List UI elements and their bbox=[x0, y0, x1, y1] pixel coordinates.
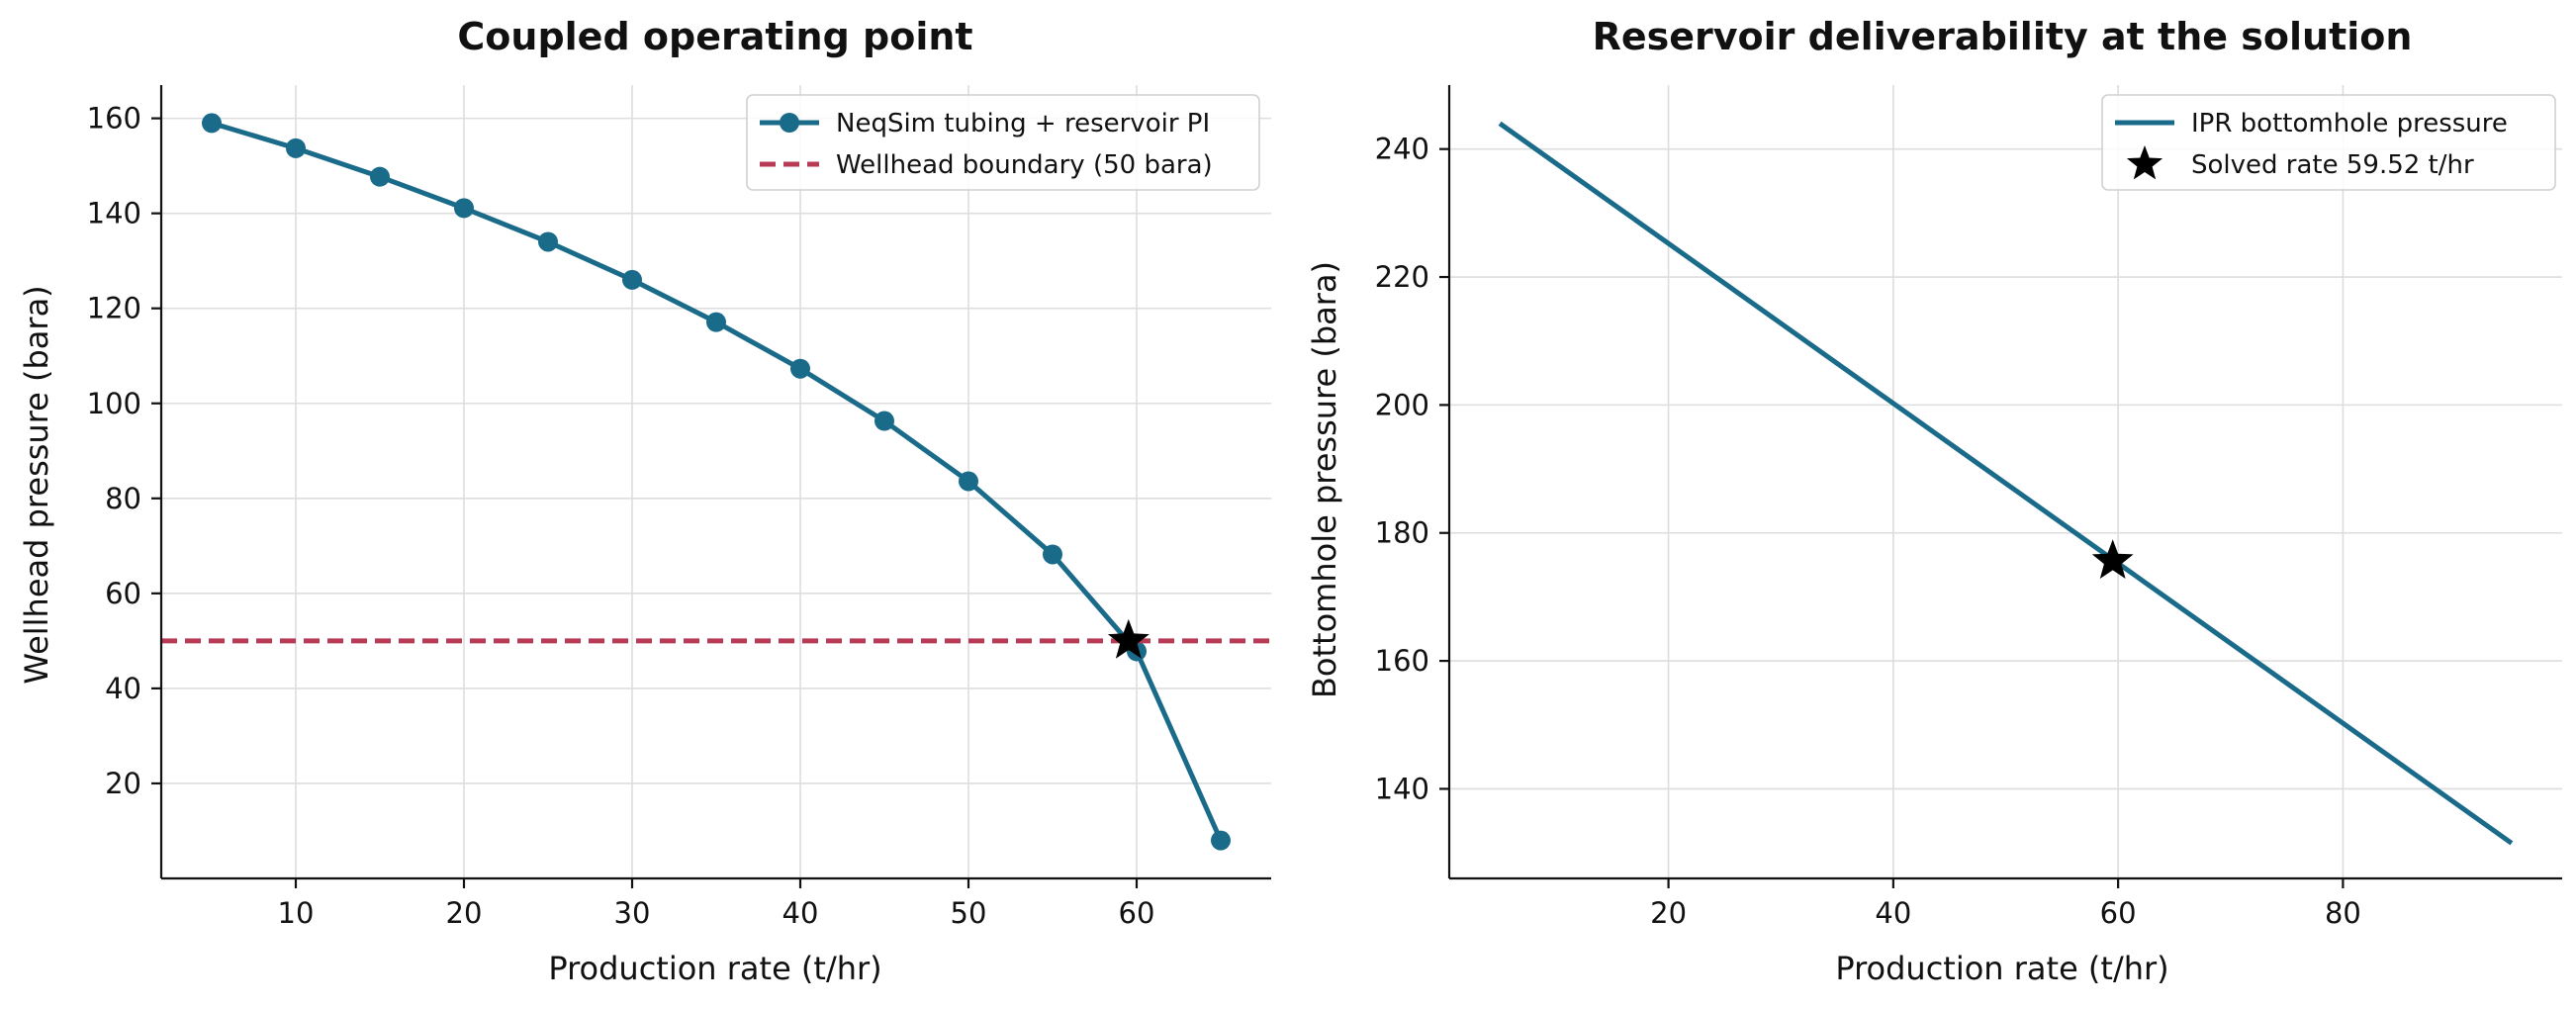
data-point bbox=[286, 138, 306, 158]
right-x-axis-label: Production rate (t/hr) bbox=[1835, 950, 2168, 987]
left-ticks: 10 20 30 40 50 60 20 40 60 80 100 120 140 160 bbox=[87, 102, 1155, 930]
data-point bbox=[538, 231, 558, 252]
series-line bbox=[1498, 121, 2514, 846]
right-series bbox=[1498, 121, 2514, 846]
y-tick-label: 140 bbox=[1375, 772, 1429, 805]
y-tick-label: 220 bbox=[1375, 260, 1429, 294]
data-point bbox=[622, 269, 642, 290]
left-legend-frame bbox=[746, 94, 1260, 191]
solution-star-icon bbox=[1107, 618, 1150, 659]
left-legend-label-tubing: NeqSim tubing + reservoir PI bbox=[836, 109, 1210, 138]
right-legend-label-ipr: IPR bottomhole pressure bbox=[2191, 109, 2508, 138]
left-chart-title: Coupled operating point bbox=[457, 15, 972, 58]
left-axes bbox=[159, 85, 1271, 880]
x-tick-label: 20 bbox=[1650, 896, 1687, 930]
left-grid bbox=[161, 85, 1271, 878]
x-tick-label: 80 bbox=[2325, 896, 2361, 930]
data-point bbox=[202, 113, 222, 134]
y-tick-label: 120 bbox=[87, 292, 141, 325]
left-legend-label-boundary: Wellhead boundary (50 bara) bbox=[836, 150, 1213, 180]
left-legend-marker-tubing bbox=[780, 113, 799, 133]
right-axes bbox=[1447, 85, 2562, 880]
y-tick-label: 180 bbox=[1375, 516, 1429, 550]
right-legend-label-solved: Solved rate 59.52 t/hr bbox=[2191, 150, 2474, 180]
y-tick-label: 60 bbox=[105, 577, 141, 610]
y-tick-label: 40 bbox=[105, 672, 141, 705]
data-point bbox=[706, 312, 726, 332]
y-tick-label: 140 bbox=[87, 197, 141, 230]
right-chart: 20 40 60 80 140 160 180 200 220 240 Reservoir del… bbox=[1306, 15, 2562, 987]
y-tick-label: 160 bbox=[87, 102, 141, 136]
left-legend: NeqSim tubing + reservoir PI Wellhead bo… bbox=[746, 94, 1260, 191]
left-y-axis-label: Wellhead pressure (bara) bbox=[18, 285, 55, 684]
y-tick-label: 160 bbox=[1375, 644, 1429, 678]
x-tick-label: 30 bbox=[614, 896, 651, 930]
data-point bbox=[1043, 544, 1062, 565]
y-tick-label: 20 bbox=[105, 767, 141, 800]
right-legend-marker-star-icon bbox=[2126, 145, 2163, 180]
right-ticks: 20 40 60 80 140 160 180 200 220 240 bbox=[1375, 133, 2361, 930]
right-legend: IPR bottomhole pressure Solved rate 59.5… bbox=[2101, 94, 2556, 191]
x-tick-label: 60 bbox=[2100, 896, 2137, 930]
right-y-axis-label: Bottomhole pressure (bara) bbox=[1306, 261, 1343, 698]
x-tick-label: 50 bbox=[951, 896, 987, 930]
right-chart-title: Reservoir deliverability at the solution bbox=[1593, 15, 2413, 58]
data-point bbox=[790, 358, 810, 379]
data-point bbox=[1211, 830, 1231, 851]
data-point bbox=[959, 471, 978, 492]
x-tick-label: 40 bbox=[782, 896, 819, 930]
x-tick-label: 40 bbox=[1875, 896, 1911, 930]
solution-star-icon bbox=[2091, 539, 2134, 579]
data-point bbox=[874, 411, 894, 431]
left-x-axis-label: Production rate (t/hr) bbox=[548, 950, 881, 987]
left-series bbox=[161, 113, 1271, 851]
y-tick-label: 240 bbox=[1375, 133, 1429, 166]
x-tick-label: 60 bbox=[1119, 896, 1155, 930]
y-tick-label: 80 bbox=[105, 482, 141, 515]
left-chart: 10 20 30 40 50 60 20 40 60 80 100 120 140 160 Coupled… bbox=[18, 15, 1271, 987]
x-tick-label: 10 bbox=[278, 896, 315, 930]
data-point bbox=[370, 166, 390, 187]
right-legend-frame bbox=[2101, 94, 2556, 191]
y-tick-label: 100 bbox=[87, 387, 141, 420]
y-tick-label: 200 bbox=[1375, 388, 1429, 421]
data-point bbox=[454, 198, 474, 219]
right-grid bbox=[1449, 85, 2562, 878]
x-tick-label: 20 bbox=[446, 896, 483, 930]
